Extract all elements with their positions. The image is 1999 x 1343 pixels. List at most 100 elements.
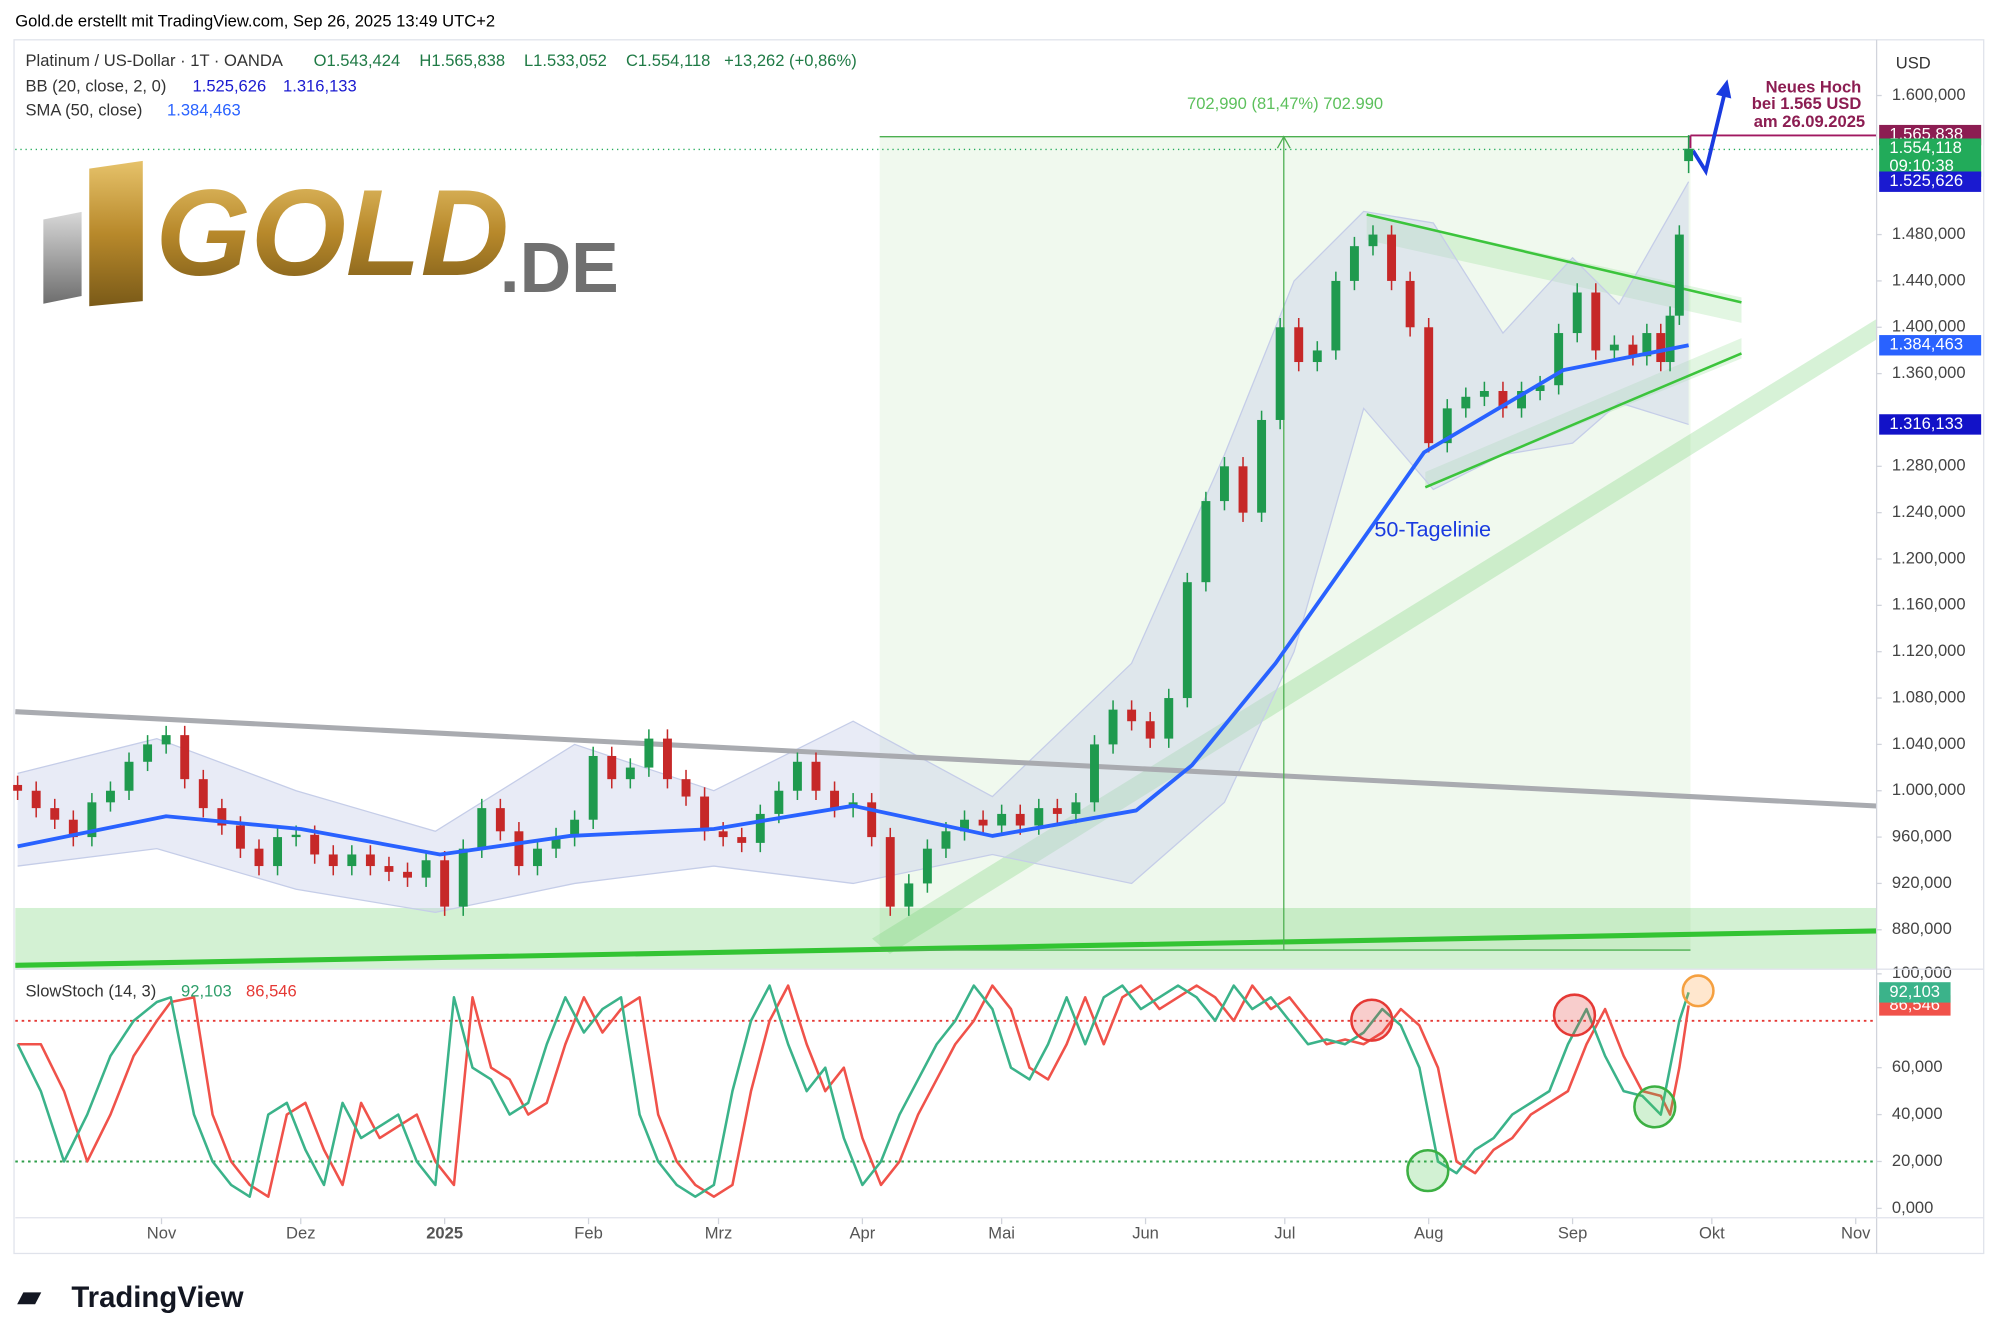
annotations-under bbox=[15, 136, 1877, 970]
triangle-band bbox=[1425, 338, 1742, 488]
candle-body bbox=[254, 848, 264, 867]
indicator-name: BB (20, close, 2, 0) bbox=[25, 76, 166, 95]
candle-body bbox=[328, 854, 338, 867]
axis-unit: USD bbox=[1896, 53, 1931, 72]
candle-body bbox=[1405, 280, 1415, 328]
x-tick-label: Nov bbox=[147, 1224, 177, 1243]
price-tag-label: 1.525,626 bbox=[1889, 171, 1963, 190]
candle-body bbox=[1349, 246, 1359, 281]
candle-body bbox=[124, 761, 134, 791]
y-tick-label: 1.160,000 bbox=[1892, 595, 1966, 614]
legend: Platinum / US-Dollar · 1T · OANDA O1.543… bbox=[25, 51, 1930, 1001]
y-tick-label: 1.000,000 bbox=[1892, 780, 1966, 799]
highlight bbox=[1633, 1085, 1677, 1129]
bb-band bbox=[17, 181, 1689, 913]
ohlc: C1.554,118 bbox=[626, 51, 710, 70]
candle-body bbox=[291, 834, 301, 838]
candle-body bbox=[1201, 501, 1211, 583]
candle-body bbox=[681, 779, 691, 797]
symbol: Platinum / US-Dollar · 1T · OANDA bbox=[25, 51, 283, 70]
indicator-name: SMA (50, close) bbox=[25, 101, 142, 120]
price-tag-label: 1.316,133 bbox=[1889, 414, 1963, 433]
triangle-lower bbox=[1424, 352, 1742, 489]
stoch-highlights bbox=[1350, 974, 1715, 1193]
candle-body bbox=[347, 854, 357, 867]
logo-bar bbox=[89, 160, 143, 307]
annotations: 702,990 (81,47%) 702.990 Neues Hoch bei … bbox=[15, 78, 1877, 968]
logo: GOLD .DE bbox=[43, 160, 619, 308]
indicator-value: 86,546 bbox=[246, 982, 297, 1001]
y-tick-label: 1.080,000 bbox=[1892, 687, 1966, 706]
candle-body bbox=[1461, 396, 1471, 409]
candle-body bbox=[105, 790, 115, 803]
x-tick-label: Mrz bbox=[705, 1224, 733, 1243]
y-tick-label: 0,000 bbox=[1892, 1198, 1933, 1217]
x-tick-label: Feb bbox=[574, 1224, 603, 1243]
sma-line bbox=[17, 343, 1689, 857]
candle-body bbox=[365, 854, 375, 867]
candle-body bbox=[1034, 808, 1044, 826]
candle-body bbox=[978, 819, 988, 826]
candle-body bbox=[1257, 419, 1267, 513]
y-tick-label: 960,000 bbox=[1892, 826, 1952, 845]
logo-bar bbox=[43, 211, 82, 304]
candle-body bbox=[1498, 390, 1508, 409]
value-tag-label: 92,103 bbox=[1889, 982, 1940, 1001]
candle-body bbox=[1294, 327, 1304, 363]
candle-body bbox=[143, 744, 153, 762]
price-tag-label: 1.384,463 bbox=[1889, 335, 1963, 354]
candle-body bbox=[458, 848, 468, 907]
candle-body bbox=[68, 819, 78, 838]
y-tick-label: 1.360,000 bbox=[1892, 363, 1966, 382]
candle-body bbox=[440, 860, 450, 907]
candle-body bbox=[514, 831, 524, 867]
candle-body bbox=[533, 848, 542, 867]
candle-body bbox=[477, 808, 487, 849]
candle-body bbox=[87, 802, 97, 838]
x-tick-label: Dez bbox=[286, 1224, 315, 1243]
candle-body bbox=[718, 831, 728, 838]
candle-body bbox=[830, 790, 840, 809]
candle-body bbox=[384, 866, 394, 872]
candle-body bbox=[607, 755, 617, 780]
candle-body bbox=[1609, 344, 1619, 351]
price-tag bbox=[1879, 138, 1982, 177]
candle-body bbox=[235, 825, 245, 849]
support-line bbox=[15, 928, 1877, 968]
y-tick-label: 1.240,000 bbox=[1892, 502, 1966, 521]
annotation: Neues Hoch bbox=[1766, 78, 1862, 97]
candle-body bbox=[867, 802, 877, 838]
candle-body bbox=[885, 837, 895, 907]
candle-body bbox=[1442, 408, 1452, 444]
y-tick-label: 880,000 bbox=[1892, 919, 1952, 938]
candle-body bbox=[755, 813, 765, 843]
candle-body bbox=[588, 755, 598, 820]
candle-body bbox=[1238, 466, 1248, 513]
candle-body bbox=[310, 834, 320, 855]
annotation: bei 1.565 USD bbox=[1752, 94, 1862, 113]
candle-body bbox=[1368, 234, 1378, 247]
candle-body bbox=[904, 883, 914, 907]
plot: Nov Dez 2025 Feb Mrz Apr Mai Jun Jul Aug Sep Okt Nov… bbox=[13, 85, 1982, 1243]
forecast-arrow bbox=[1691, 91, 1727, 176]
candle-body bbox=[644, 738, 654, 768]
candle-body bbox=[31, 790, 41, 809]
y-tick-label: 40,000 bbox=[1892, 1104, 1943, 1123]
y-tick-label: 1.280,000 bbox=[1892, 456, 1966, 475]
ohlc: +13,262 (+0,86%) bbox=[724, 51, 857, 70]
candle-body bbox=[1479, 390, 1489, 397]
brand: TradingView bbox=[71, 1281, 243, 1314]
footer: ▰ TradingView bbox=[17, 1280, 244, 1314]
y-tick-label: 1.440,000 bbox=[1892, 270, 1966, 289]
frame bbox=[13, 39, 1985, 1255]
stoch-line bbox=[17, 984, 1690, 1198]
ohlc: H1.565,838 bbox=[419, 51, 505, 70]
annotation: am 26.09.2025 bbox=[1754, 112, 1865, 131]
candle-body bbox=[198, 779, 208, 809]
stoch-line bbox=[16, 984, 1690, 1198]
candle-body bbox=[700, 796, 710, 832]
candle-body bbox=[1164, 698, 1174, 739]
candle-body bbox=[1182, 582, 1192, 699]
